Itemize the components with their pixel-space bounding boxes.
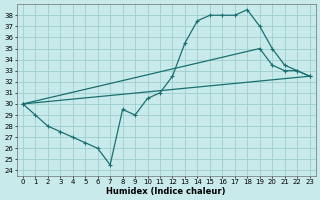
X-axis label: Humidex (Indice chaleur): Humidex (Indice chaleur): [107, 187, 226, 196]
